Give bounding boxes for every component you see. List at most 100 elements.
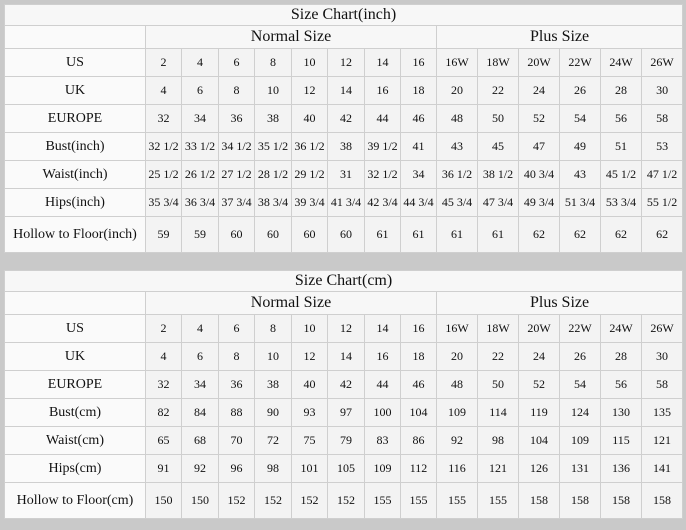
size-cell: 62	[600, 216, 642, 253]
size-cell: 8	[254, 48, 292, 77]
size-cell: 116	[436, 454, 478, 483]
size-cell: 6	[218, 314, 255, 343]
size-cell: 32	[145, 104, 182, 133]
size-cell: 12	[291, 342, 328, 371]
size-cell: 91	[145, 454, 182, 483]
table-row: Hips(cm) 91 92 96 98 101 105 109 112 116 121 126 131…	[4, 454, 684, 483]
size-cell: 49	[559, 132, 601, 161]
size-cell: 48	[436, 104, 478, 133]
size-cell: 8	[218, 342, 255, 371]
size-cell: 45 3/4	[436, 188, 478, 217]
size-cell: 37 3/4	[218, 188, 255, 217]
size-cell: 60	[327, 216, 365, 253]
size-cell: 61	[364, 216, 401, 253]
size-cell: 14	[364, 48, 401, 77]
size-cell: 14	[327, 76, 365, 105]
size-cell: 58	[640, 104, 684, 133]
size-cell: 152	[254, 482, 292, 519]
size-cell: 4	[145, 342, 182, 371]
size-cell: 38 3/4	[254, 188, 292, 217]
size-cell: 24W	[600, 314, 642, 343]
size-cell: 41 3/4	[327, 188, 365, 217]
size-cell: 28	[600, 76, 642, 105]
size-cell: 61	[436, 216, 478, 253]
size-cell: 18	[400, 76, 437, 105]
size-cell: 14	[327, 342, 365, 371]
size-cell: 16W	[436, 48, 478, 77]
size-cell: 92	[181, 454, 219, 483]
size-cell: 124	[559, 398, 601, 427]
size-cell: 38	[254, 104, 292, 133]
size-cell: 30	[640, 76, 684, 105]
size-cell: 46	[400, 370, 437, 399]
size-cell: 22W	[559, 48, 601, 77]
size-cell: 20	[436, 76, 478, 105]
size-cell: 26	[559, 342, 601, 371]
row-label: UK	[4, 76, 146, 105]
table-row: EUROPE 32 34 36 38 40 42 44 46 48 50 52 54 56 58	[4, 370, 684, 399]
row-label: Waist(cm)	[4, 426, 146, 455]
size-cell: 6	[218, 48, 255, 77]
size-cell: 62	[559, 216, 601, 253]
size-cell: 135	[640, 398, 684, 427]
size-cell: 109	[436, 398, 478, 427]
size-cell: 52	[518, 104, 560, 133]
size-cell: 92	[436, 426, 478, 455]
size-cell: 18	[400, 342, 437, 371]
size-cell: 12	[327, 48, 365, 77]
size-cell: 34	[400, 160, 437, 189]
size-cell: 70	[218, 426, 255, 455]
row-label: Hollow to Floor(inch)	[4, 216, 146, 253]
size-cell: 45	[477, 132, 519, 161]
size-cell: 52	[518, 370, 560, 399]
plus-size-header: Plus Size	[435, 291, 684, 315]
size-cell: 32	[145, 370, 182, 399]
size-cell: 26W	[640, 48, 684, 77]
size-cell: 68	[181, 426, 219, 455]
size-cell: 20	[436, 342, 478, 371]
size-cell: 93	[291, 398, 328, 427]
table-row: Waist(inch) 25 1/2 26 1/2 27 1/2 28 1/2 29 1/…	[4, 160, 684, 189]
size-cell: 39 1/2	[364, 132, 401, 161]
chart-title: Size Chart(inch)	[3, 4, 684, 26]
size-cell: 38 1/2	[477, 160, 519, 189]
size-cell: 101	[291, 454, 328, 483]
size-cell: 100	[364, 398, 401, 427]
size-cell: 47 1/2	[640, 160, 684, 189]
size-cell: 33 1/2	[181, 132, 219, 161]
plus-size-header: Plus Size	[435, 25, 684, 49]
size-cell: 104	[400, 398, 437, 427]
size-cell: 29 1/2	[291, 160, 328, 189]
table-row: UK 4 6 8 10 12 14 16 18 20 22 24 26 28 30	[4, 342, 684, 371]
table-row: Bust(inch) 32 1/2 33 1/2 34 1/2 35 1/2 36 1/2…	[4, 132, 684, 161]
size-cell: 119	[518, 398, 560, 427]
size-cell: 16	[400, 48, 437, 77]
table-row: Bust(cm) 82 84 88 90 93 97 100 104 109 114 119 124 13…	[4, 398, 684, 427]
size-cell: 36	[218, 104, 255, 133]
size-cell: 109	[559, 426, 601, 455]
size-cell: 32 1/2	[364, 160, 401, 189]
size-cell: 158	[518, 482, 560, 519]
size-cell: 25 1/2	[145, 160, 182, 189]
size-cell: 82	[145, 398, 182, 427]
size-cell: 4	[145, 76, 182, 105]
size-cell: 86	[400, 426, 437, 455]
size-cell: 20W	[518, 314, 560, 343]
size-cell: 158	[559, 482, 601, 519]
size-cell: 152	[327, 482, 365, 519]
size-cell: 47	[518, 132, 560, 161]
size-cell: 50	[477, 370, 519, 399]
size-cell: 60	[254, 216, 292, 253]
size-cell: 10	[254, 76, 292, 105]
size-cell: 121	[640, 426, 684, 455]
table-row: EUROPE 32 34 36 38 40 42 44 46 48 50 52 54 56 58	[4, 104, 684, 133]
size-cell: 2	[145, 48, 182, 77]
row-label: US	[4, 314, 146, 343]
size-cell: 56	[600, 370, 642, 399]
size-cell: 34 1/2	[218, 132, 255, 161]
size-cell: 155	[436, 482, 478, 519]
size-cell: 16	[400, 314, 437, 343]
size-cell: 36 1/2	[436, 160, 478, 189]
size-cell: 39 3/4	[291, 188, 328, 217]
row-label: Hips(inch)	[4, 188, 146, 217]
